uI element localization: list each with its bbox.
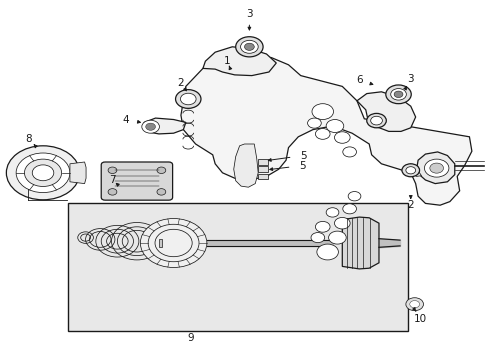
Circle shape [342,147,356,157]
Bar [257,166,268,172]
Circle shape [401,164,419,177]
Text: 6: 6 [355,75,362,85]
Circle shape [334,132,349,143]
Circle shape [180,93,196,105]
Circle shape [390,89,406,100]
Polygon shape [70,162,86,184]
Circle shape [347,192,360,201]
Circle shape [157,167,165,174]
Circle shape [385,85,410,104]
Circle shape [157,189,165,195]
Circle shape [393,91,402,98]
Circle shape [366,113,386,128]
Circle shape [24,159,61,186]
Polygon shape [203,47,276,76]
Circle shape [405,298,423,311]
Circle shape [145,123,155,130]
Polygon shape [356,92,415,131]
Polygon shape [404,164,421,176]
Text: 7: 7 [109,175,116,185]
Bar [257,159,268,165]
Text: 4: 4 [122,114,129,125]
Circle shape [175,90,201,108]
Text: 10: 10 [413,314,426,324]
Circle shape [328,231,346,244]
Circle shape [334,217,349,229]
Polygon shape [416,152,454,184]
Circle shape [6,146,80,200]
Text: 1: 1 [224,56,230,66]
Circle shape [16,153,70,193]
Circle shape [108,189,117,195]
Circle shape [310,233,324,243]
Circle shape [240,40,258,53]
Bar [68,203,407,331]
Circle shape [409,301,419,308]
Polygon shape [233,144,258,187]
Circle shape [108,167,117,174]
Text: 3: 3 [407,74,413,84]
Circle shape [424,159,448,177]
Text: 3: 3 [245,9,252,19]
Polygon shape [342,217,378,269]
Circle shape [315,221,329,232]
Circle shape [32,165,54,181]
Circle shape [244,43,254,50]
Circle shape [235,37,263,57]
Polygon shape [159,239,162,247]
Circle shape [315,129,329,139]
Text: 5: 5 [298,161,305,171]
Text: 8: 8 [25,134,32,144]
Circle shape [140,219,206,267]
Polygon shape [181,56,471,205]
Circle shape [325,208,338,217]
Circle shape [325,120,343,132]
Text: 2: 2 [407,200,413,210]
Circle shape [307,118,321,128]
Circle shape [429,163,443,173]
Text: 2: 2 [177,78,184,88]
Text: 5: 5 [299,150,306,161]
Circle shape [142,120,159,133]
Text: 9: 9 [187,333,194,343]
FancyBboxPatch shape [101,162,172,200]
Circle shape [311,104,333,120]
Circle shape [370,116,382,125]
Circle shape [342,204,356,214]
Circle shape [316,244,338,260]
Bar [257,174,268,179]
Circle shape [405,167,415,174]
Polygon shape [142,118,185,134]
